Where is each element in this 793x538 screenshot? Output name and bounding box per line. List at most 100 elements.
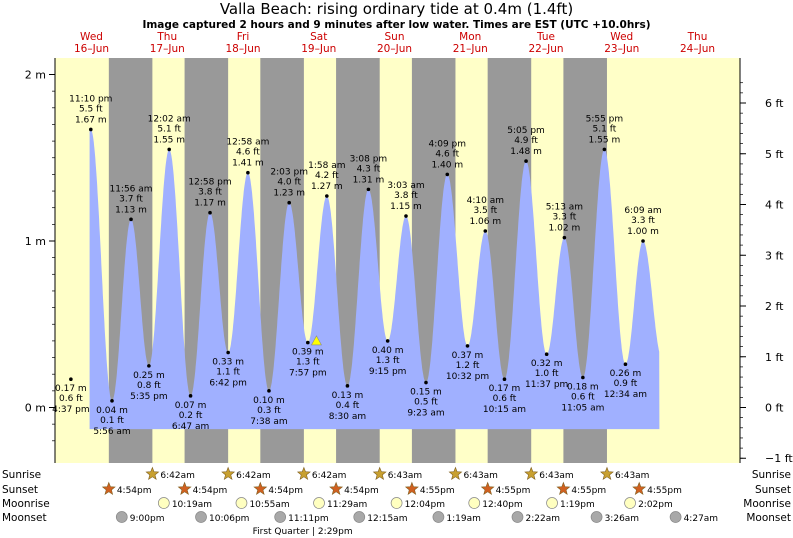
high-ft-label: 5.5 ft — [79, 104, 103, 114]
extreme-point — [544, 352, 549, 357]
extreme-point — [483, 229, 488, 233]
low-ft-label: 1.1 ft — [216, 368, 240, 378]
extreme-point — [267, 389, 271, 393]
sunset-icon — [329, 481, 344, 495]
high-ft-label: 4.6 ft — [236, 148, 260, 158]
moonset-icon — [511, 511, 524, 523]
sunrise-time-label: 6:43am — [388, 471, 423, 481]
low-time-label: 6:42 pm — [209, 379, 247, 389]
extreme-point — [287, 200, 291, 205]
high-time-label: 12:02 am — [148, 114, 191, 124]
low-m-label: 0.39 m — [292, 348, 324, 358]
extreme-point — [445, 172, 450, 177]
low-ft-label: 0.6 ft — [493, 394, 517, 404]
sunrise-time-label: 6:43am — [539, 471, 574, 481]
moonset-time-label: 11:11pm — [288, 514, 328, 524]
right-tick-label: 6 ft — [765, 97, 784, 110]
high-time-label: 5:55 pm — [586, 114, 624, 124]
right-tick-label: 1 ft — [765, 351, 784, 364]
high-m-label: 1.31 m — [353, 175, 385, 185]
low-ft-label: 1.3 ft — [376, 356, 400, 366]
low-m-label: 0.10 m — [253, 396, 285, 406]
day-date-label: 16–Jun — [74, 43, 109, 55]
right-tick-label: 4 ft — [765, 199, 784, 212]
chart-title: Valla Beach: rising ordinary tide at 0.4… — [220, 0, 573, 18]
high-ft-label: 4.9 ft — [514, 136, 538, 146]
high-m-label: 1.41 m — [232, 159, 264, 169]
left-tick-label: 1 m — [25, 235, 46, 248]
moonset-icon — [353, 511, 366, 523]
low-time-label: 10:32 pm — [446, 372, 489, 382]
moonset-row-label-right: Moonset — [746, 512, 791, 524]
high-time-label: 12:58 pm — [188, 178, 231, 188]
low-m-label: 0.33 m — [212, 358, 244, 368]
moon-phase-label: First Quarter | 2:29pm — [253, 527, 353, 537]
sunset-time-label: 4:55pm — [571, 486, 606, 496]
extreme-point — [345, 384, 350, 388]
sunset-icon — [480, 481, 495, 495]
high-ft-label: 4.6 ft — [435, 149, 459, 159]
left-tick-label: 2 m — [25, 69, 46, 82]
low-ft-label: 0.8 ft — [137, 381, 161, 391]
high-m-label: 1.13 m — [115, 205, 147, 215]
day-date-label: 20–Jun — [377, 43, 412, 55]
low-time-label: 4:37 pm — [52, 405, 90, 415]
extreme-point — [226, 350, 230, 355]
moonrise-row-label-left: Moonrise — [2, 498, 50, 510]
extreme-point — [623, 362, 628, 367]
high-m-label: 1.06 m — [469, 217, 501, 227]
high-ft-label: 3.8 ft — [394, 191, 418, 201]
moonrise-time-label: 12:04pm — [405, 500, 445, 510]
axes: 0 m 1 m 2 m −1 ft 0 ft 1 ft 2 ft 3 ft 4 ft 5 ft 6 … — [25, 58, 793, 465]
sunrise-icon — [145, 466, 160, 480]
low-ft-label: 0.9 ft — [614, 379, 638, 389]
day-date-label: 23–Jun — [604, 43, 639, 55]
low-m-label: 0.13 m — [332, 391, 364, 401]
right-tick-label: 3 ft — [765, 249, 784, 262]
extreme-point — [129, 217, 133, 222]
chart-subtitle: Image captured 2 hours and 9 minutes aft… — [142, 19, 650, 31]
right-tick-label: 0 ft — [765, 402, 784, 415]
low-ft-label: 0.3 ft — [257, 406, 281, 416]
tide-series — [89, 129, 660, 430]
day-date-label: 21–Jun — [453, 43, 488, 55]
day-date-label: 22–Jun — [528, 43, 563, 55]
moonrise-time-label: 12:40pm — [482, 500, 522, 510]
extreme-point — [385, 339, 390, 343]
moonset-icon — [590, 511, 603, 523]
day-date-label: 19–Jun — [301, 43, 336, 55]
day-name-label: Thu — [687, 31, 708, 43]
moonset-time-label: 4:27am — [684, 514, 719, 524]
sunset-icon — [404, 481, 419, 495]
moonrise-icon — [235, 497, 248, 509]
high-time-label: 4:09 pm — [428, 139, 466, 149]
day-date-label: 24–Jun — [680, 43, 715, 55]
low-time-label: 11:05 am — [561, 404, 604, 414]
low-m-label: 0.17 m — [489, 384, 521, 394]
high-m-label: 1.27 m — [311, 182, 343, 192]
day-name-label: Tue — [536, 31, 555, 43]
low-ft-label: 0.6 ft — [571, 393, 595, 403]
sunrise-time-label: 6:43am — [463, 471, 498, 481]
sunset-icon — [101, 481, 116, 495]
moonset-time-label: 1:19am — [446, 514, 481, 524]
low-ft-label: 1.0 ft — [535, 369, 559, 379]
sunrise-time-label: 6:42am — [236, 471, 271, 481]
high-m-label: 1.00 m — [627, 227, 659, 237]
sunset-time-label: 4:54pm — [193, 486, 228, 496]
moonset-icon — [195, 511, 207, 523]
high-time-label: 5:13 am — [546, 203, 583, 213]
sunset-row-label-left: Sunset — [2, 484, 38, 496]
moonset-icon — [432, 511, 445, 523]
high-m-label: 1.17 m — [194, 199, 226, 209]
extreme-point — [325, 194, 329, 198]
low-m-label: 0.40 m — [372, 346, 404, 356]
sunset-row-label-right: Sunset — [755, 484, 791, 496]
extreme-point — [581, 375, 585, 380]
high-time-label: 1:58 am — [308, 161, 345, 171]
sunrise-icon — [448, 466, 463, 480]
low-m-label: 0.25 m — [133, 371, 165, 381]
extreme-point — [88, 127, 93, 132]
moonrise-time-label: 10:55am — [249, 500, 289, 510]
